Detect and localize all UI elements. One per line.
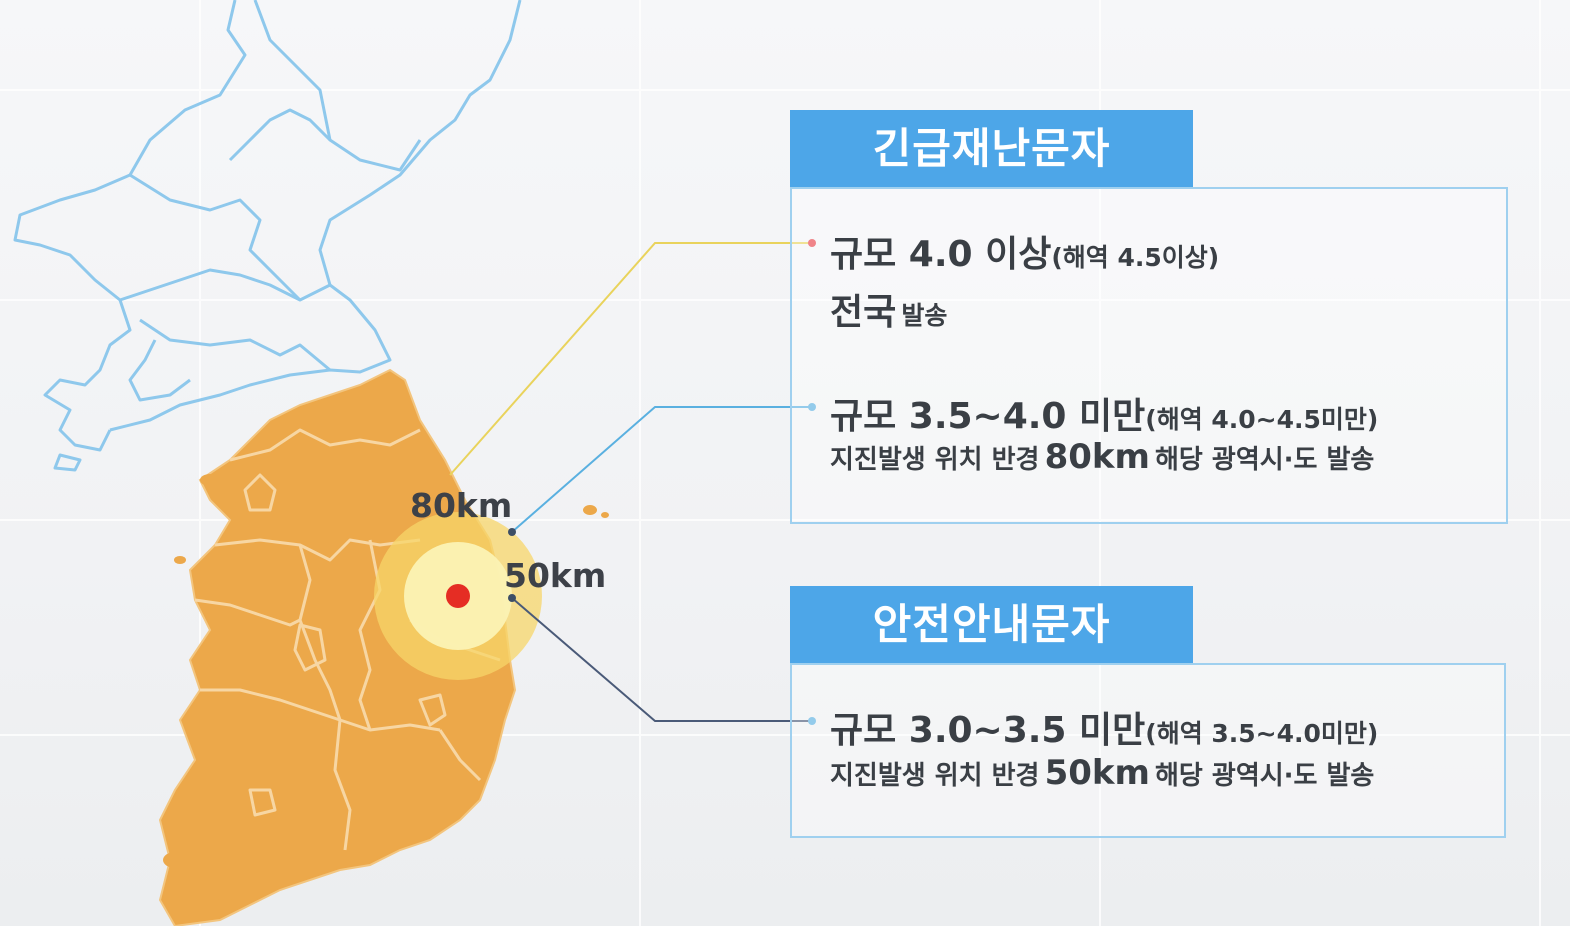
epicenter-marker [446,584,470,608]
connector-dot [508,528,516,536]
safety-item1-line2-post: 해당 광역시·도 발송 [1155,761,1375,791]
connector-line-80km [511,406,812,533]
emergency-item2-line2: 지진발생 위치 반경 80km 해당 광역시·도 발송 [830,437,1374,477]
emergency-item2-sub: (해역 4.0~4.5미만) [1145,405,1379,434]
emergency-item2-line2-post: 해당 광역시·도 발송 [1155,445,1375,475]
emergency-item2-line2-pre: 지진발생 위치 반경 [830,445,1040,475]
emergency-item1-line2-main: 전국 [830,292,897,333]
island [215,898,235,912]
safety-panel-box: 규모 3.0~3.5 미만(해역 3.5~4.0미만) 지진발생 위치 반경 5… [790,663,1506,838]
safety-item1-line2-dist: 50km [1044,753,1150,793]
emergency-item1-line2: 전국 발송 [830,283,947,335]
radius-50km-label: 50km [504,556,607,595]
connector-dot [508,594,516,602]
emergency-item1-line2-sub: 발송 [901,301,948,330]
province-line-4 [139,318,331,372]
safety-item1-line2: 지진발생 위치 반경 50km 해당 광역시·도 발송 [830,753,1374,793]
emergency-item2-main: 규모 3.5~4.0 미만 [830,396,1146,437]
province-line-3 [119,268,301,302]
island [601,512,609,518]
safety-item1-main: 규모 3.0~3.5 미만 [830,710,1146,751]
island-outline [53,453,82,472]
safety-item1-sub: (해역 3.5~4.0미만) [1145,719,1379,748]
bullet-dot-80km [808,403,816,411]
safety-panel-title: 안전안내문자 [790,586,1193,664]
emergency-item2-line1: 규모 3.5~4.0 미만(해역 4.0~4.5미만) [830,387,1378,439]
province-line-5 [128,339,191,402]
emergency-item2-line2-dist: 80km [1044,437,1150,477]
safety-item1-line1: 규모 3.0~3.5 미만(해역 3.5~4.0미만) [830,701,1378,753]
emergency-item1-sub: (해역 4.5이상) [1051,243,1220,272]
north-outline [13,0,522,472]
connector-line-50km [511,597,812,722]
emergency-panel-title: 긴급재난문자 [790,110,1193,188]
bullet-dot-nationwide [808,239,816,247]
island [163,852,187,868]
bullet-dot-50km [808,717,816,725]
china-border-outline [13,0,247,452]
province-line-6 [228,108,332,162]
radius-80km-label: 80km [410,486,513,525]
province-line-1 [253,0,422,172]
island [200,474,220,486]
province-line-2 [129,173,331,302]
connector-line-nationwide [449,242,812,476]
emergency-item1-line1: 규모 4.0 이상(해역 4.5이상) [830,225,1219,277]
island [583,505,597,515]
safety-item1-line2-pre: 지진발생 위치 반경 [830,761,1040,791]
north-korea-outline [109,0,522,432]
south-korea [158,368,609,926]
island [174,556,186,564]
emergency-panel-box: 규모 4.0 이상(해역 4.5이상) 전국 발송 규모 3.5~4.0 미만(… [790,187,1508,524]
emergency-item1-main: 규모 4.0 이상 [830,234,1052,275]
